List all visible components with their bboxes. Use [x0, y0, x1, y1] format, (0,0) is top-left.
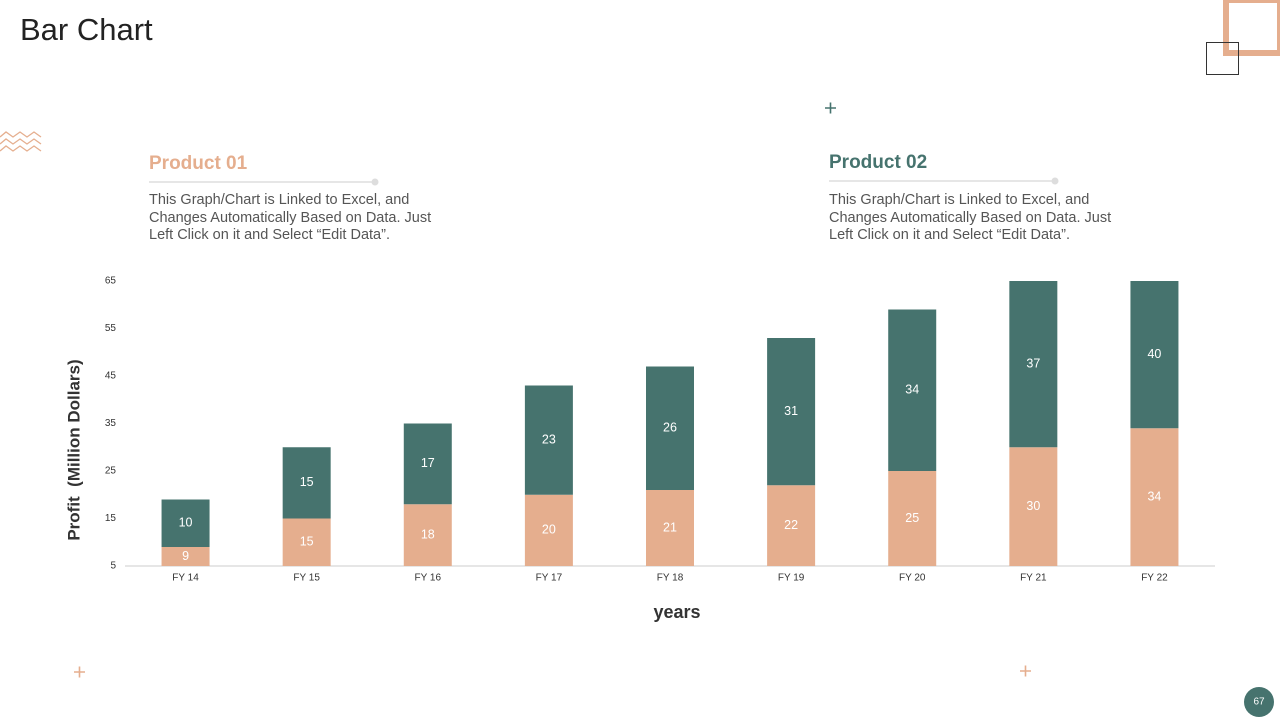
bar-segment	[1009, 447, 1058, 566]
x-tick-label: FY 21	[1020, 573, 1047, 584]
data-label: 17	[421, 456, 435, 470]
data-label: 23	[542, 432, 556, 446]
bar-segment	[888, 471, 937, 566]
x-tick-label: FY 18	[657, 573, 684, 584]
x-axis-label: years	[653, 602, 700, 622]
bar-segment	[1130, 428, 1179, 566]
x-tick-label: FY 16	[415, 573, 442, 584]
data-label: 37	[1026, 356, 1040, 370]
x-tick-label: FY 19	[778, 573, 805, 584]
bar-segment	[403, 423, 452, 505]
y-tick-label: 45	[105, 371, 117, 382]
bar-segment	[282, 447, 331, 519]
data-label: 30	[1026, 499, 1040, 513]
data-label: 15	[300, 475, 314, 489]
data-label: 21	[663, 520, 677, 534]
y-tick-label: 65	[105, 276, 117, 287]
data-label: 9	[182, 549, 189, 563]
bar-segment	[646, 366, 694, 490]
bar-segment	[524, 494, 573, 566]
data-label: 18	[421, 527, 435, 541]
bar-segment	[282, 518, 331, 566]
decor-zigzag	[0, 131, 42, 152]
bar-segment	[1009, 281, 1058, 448]
bars	[161, 281, 1179, 566]
bar-segment	[161, 547, 210, 566]
decor-rule	[149, 177, 1059, 186]
decor-square	[1223, 0, 1280, 56]
data-label: 34	[905, 383, 919, 397]
bar-segment	[524, 385, 573, 495]
bar-segment	[403, 504, 452, 566]
page-number: 67	[1253, 697, 1265, 708]
data-label: 26	[663, 421, 677, 435]
decor-plus	[74, 102, 1031, 678]
product-description: This Graph/Chart is Linked to Excel, and…	[829, 192, 1112, 243]
y-tick-label: 5	[110, 561, 116, 572]
data-label: 10	[179, 516, 193, 530]
data-label: 40	[1147, 347, 1161, 361]
bar-segment	[888, 309, 937, 471]
product-description: This Graph/Chart is Linked to Excel, and…	[149, 192, 432, 243]
y-tick-label: 35	[105, 418, 117, 429]
y-tick-label: 55	[105, 323, 117, 334]
bar-segment	[767, 485, 816, 566]
bar-segment	[646, 490, 694, 566]
product-heading: Product 02	[829, 152, 928, 173]
x-tick-label: FY 22	[1141, 573, 1168, 584]
y-tick-label: 15	[105, 513, 117, 524]
x-tick-label: FY 14	[172, 573, 199, 584]
y-axis-label: Profit (Million Dollars)	[64, 359, 83, 540]
data-label: 25	[905, 511, 919, 525]
bar-segment	[1130, 281, 1179, 429]
data-label: 31	[784, 404, 798, 418]
y-tick-label: 25	[105, 466, 117, 477]
bar-segment	[161, 499, 210, 547]
data-label: 20	[542, 523, 556, 537]
x-tick-label: FY 20	[899, 573, 926, 584]
slide-title: Bar Chart	[20, 12, 153, 47]
data-label: 15	[300, 535, 314, 549]
page-badge	[1244, 687, 1274, 717]
x-tick-label: FY 17	[536, 573, 563, 584]
x-tick-label: FY 15	[293, 573, 320, 584]
product-heading: Product 01	[149, 153, 248, 174]
bar-segment	[767, 338, 816, 486]
data-label: 34	[1147, 489, 1161, 503]
data-label: 22	[784, 518, 798, 532]
decor-square	[1206, 42, 1239, 75]
